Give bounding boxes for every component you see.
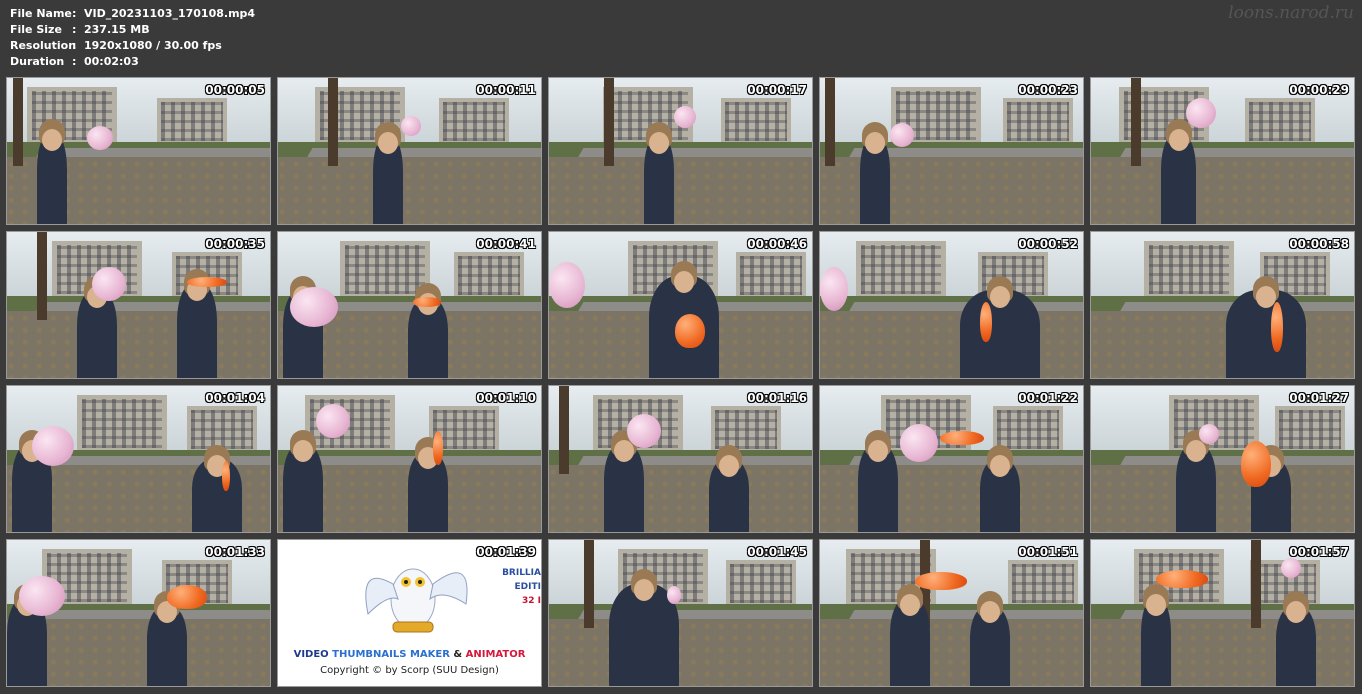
thumbnail-timestamp: 00:01:10 [476,391,536,405]
video-thumbnail[interactable]: 00:00:52 [819,231,1084,379]
thumbnail-image [1091,78,1354,224]
thumbnail-timestamp: 00:01:45 [747,545,807,559]
thumbnail-image [1091,540,1354,686]
site-watermark: loons.narod.ru [1228,3,1354,23]
thumbnail-timestamp: 00:01:04 [205,391,265,405]
thumbnail-timestamp: 00:00:52 [1018,237,1078,251]
thumbnail-image [549,386,812,532]
thumbnail-image [278,78,541,224]
thumbnail-timestamp: 00:00:23 [1018,83,1078,97]
thumbnail-image [820,78,1083,224]
thumbnail-timestamp: 00:00:35 [205,237,265,251]
file-info-header: File Name : VID_20231103_170108.mp4 File… [10,6,255,70]
thumbnail-timestamp: 00:00:29 [1289,83,1349,97]
thumbnail-timestamp: 00:00:11 [476,83,536,97]
file-name-value: VID_20231103_170108.mp4 [84,7,256,20]
resolution-value: 1920x1080 / 30.00 fps [84,39,222,52]
duration-value: 00:02:03 [84,55,139,68]
video-thumbnail[interactable]: 00:01:27 [1090,385,1355,533]
resolution-row: Resolution : 1920x1080 / 30.00 fps [10,38,255,54]
separator: : [72,39,77,52]
thumbnail-image [549,540,812,686]
thumbnail-image [278,232,541,378]
file-size-label: File Size [10,23,62,36]
video-thumbnail[interactable]: 00:01:51 [819,539,1084,687]
video-thumbnail[interactable]: 00:01:22 [819,385,1084,533]
thumbnail-image [7,386,270,532]
thumbnail-timestamp: 00:00:05 [205,83,265,97]
separator: : [72,55,77,68]
thumbnail-timestamp: 00:00:17 [747,83,807,97]
ad-frame: BRILLIA EDITI 32 I VIDEO THUMBNAILS MAKE… [278,540,541,686]
thumbnail-image [820,232,1083,378]
video-thumbnail[interactable]: 00:01:10 [277,385,542,533]
resolution-label: Resolution [10,39,77,52]
thumbnail-timestamp: 00:01:33 [205,545,265,559]
thumbnail-image [549,78,812,224]
thumbnail-image [820,386,1083,532]
separator: : [72,23,77,36]
video-thumbnail[interactable]: 00:00:17 [548,77,813,225]
video-thumbnail[interactable]: 00:00:11 [277,77,542,225]
file-size-row: File Size : 237.15 MB [10,22,255,38]
ad-product-title: VIDEO THUMBNAILS MAKER & ANIMATOR [293,649,526,660]
thumbnail-image [7,232,270,378]
duration-row: Duration : 00:02:03 [10,54,255,70]
thumbnail-image [7,540,270,686]
thumbnail-timestamp: 00:00:41 [476,237,536,251]
thumbnail-image [820,540,1083,686]
video-thumbnail[interactable]: 00:01:04 [6,385,271,533]
video-thumbnail[interactable]: 00:01:57 [1090,539,1355,687]
thumbnail-image [1091,232,1354,378]
video-thumbnail[interactable]: 00:00:05 [6,77,271,225]
thumbnail-timestamp: 00:00:58 [1289,237,1349,251]
video-thumbnail[interactable]: 00:00:58 [1090,231,1355,379]
thumbnail-image [7,78,270,224]
thumbnail-timestamp: 00:01:27 [1289,391,1349,405]
separator: : [72,7,77,20]
owl-logo-icon [365,568,468,633]
thumbnail-image [278,386,541,532]
video-thumbnail[interactable]: 00:00:29 [1090,77,1355,225]
ad-copyright: Copyright © by Scorp (SUU Design) [320,665,499,676]
video-thumbnail[interactable]: 00:00:41 [277,231,542,379]
file-size-value: 237.15 MB [84,23,150,36]
video-thumbnail[interactable]: 00:01:16 [548,385,813,533]
file-name-row: File Name : VID_20231103_170108.mp4 [10,6,255,22]
thumbnail-timestamp: 00:01:51 [1018,545,1078,559]
video-thumbnail[interactable]: 00:01:33 [6,539,271,687]
video-thumbnail[interactable]: BRILLIA EDITI 32 I VIDEO THUMBNAILS MAKE… [277,539,542,687]
video-thumbnail[interactable]: 00:01:45 [548,539,813,687]
video-thumbnail[interactable]: 00:00:35 [6,231,271,379]
thumbnail-image [549,232,812,378]
video-thumbnail[interactable]: 00:00:46 [548,231,813,379]
duration-label: Duration [10,55,65,68]
thumbnail-image [1091,386,1354,532]
thumbnail-grid: 00:00:05 00:00:11 00:00:17 00:00:23 00:00:29… [6,77,1358,689]
ad-edition-text: BRILLIA EDITI 32 I [502,568,541,606]
thumbnail-timestamp: 00:01:39 [476,545,536,559]
thumbnail-timestamp: 00:01:57 [1289,545,1349,559]
video-thumbnail[interactable]: 00:00:23 [819,77,1084,225]
thumbnail-timestamp: 00:00:46 [747,237,807,251]
thumbnail-timestamp: 00:01:22 [1018,391,1078,405]
thumbnail-timestamp: 00:01:16 [747,391,807,405]
file-name-label: File Name [10,7,72,20]
